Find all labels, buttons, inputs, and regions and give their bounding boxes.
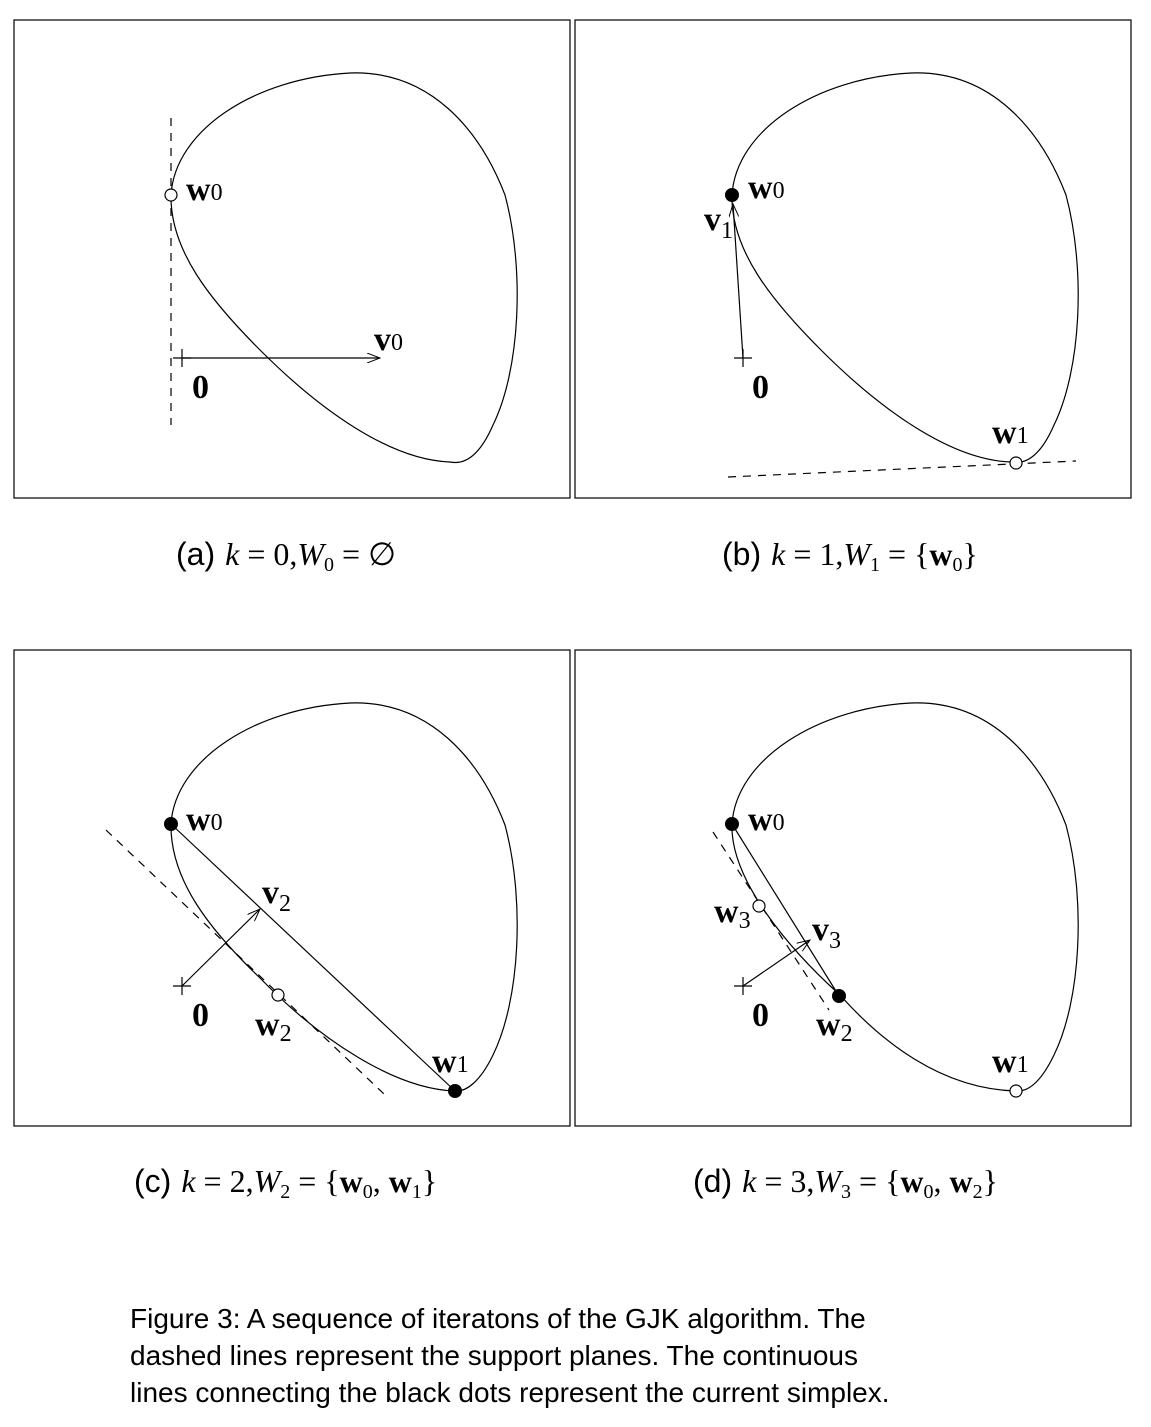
panel-b-origin-cross	[734, 349, 752, 367]
panel-d-point-w3	[752, 899, 766, 913]
panel-d-vector-v3	[742, 940, 810, 987]
panel-a-origin-cross	[173, 349, 191, 367]
panel-b-label-origin: 0	[752, 369, 769, 406]
panel-d-support-plane	[712, 831, 830, 1011]
panel-c-label-v2: v2	[262, 874, 291, 917]
panel-d-label-origin: 0	[752, 997, 769, 1034]
panel-a-label-origin: 0	[192, 369, 209, 406]
panel-a-caption: (a) k = 0,W0 = ∅	[176, 536, 396, 576]
panel-d-label-w2: w2	[816, 1006, 853, 1047]
panel-a: w0 v0 0	[13, 19, 571, 499]
gjk-figure: w0 v0 0 w0 v1 w1 0 w0 v2 w	[13, 19, 1132, 1203]
panel-b-support-plane	[727, 460, 1077, 478]
panel-c-label-w0: w0	[186, 801, 223, 838]
panel-c-support-plane	[105, 829, 385, 1095]
panel-c-vector-v2	[181, 909, 260, 987]
panel-b-convex-shape	[731, 72, 1079, 464]
figure-caption-line-3: lines connecting the black dots represen…	[130, 1377, 890, 1408]
panel-c: w0 v2 w2 w1 0	[13, 649, 571, 1127]
panel-b: w0 v1 w1 0	[574, 19, 1132, 499]
figure-caption-line-2: dashed lines represent the support plane…	[130, 1340, 858, 1371]
panel-c-label-w1: w1	[432, 1043, 469, 1080]
panel-c-label-origin: 0	[192, 997, 209, 1034]
figure-caption: Figure 3: A sequence of iteratons of the…	[130, 1300, 1030, 1411]
panel-a-label-v0: v0	[374, 321, 403, 358]
panel-d-frame	[574, 649, 1132, 1127]
panel-d-label-w1: w1	[992, 1043, 1029, 1080]
panel-c-point-w0	[164, 817, 178, 831]
panel-d-label-v3: v3	[812, 911, 841, 954]
panel-b-label-w1: w1	[992, 414, 1029, 451]
panel-c-point-w2	[271, 988, 285, 1002]
panel-d: w0 w3 v3 w2 w1 0	[574, 649, 1132, 1127]
panel-d-point-w1	[1009, 1084, 1023, 1098]
panel-d-label-w3: w3	[714, 893, 751, 934]
panel-b-label-w0: w0	[748, 169, 785, 206]
panel-d-caption: (d) k = 3,W3 = {w0, w2}	[693, 1163, 998, 1203]
panel-c-simplex-edge	[170, 823, 456, 1092]
panel-b-point-w0	[725, 188, 739, 202]
panel-b-frame	[574, 19, 1132, 499]
panel-c-caption: (c) k = 2,W2 = {w0, w1}	[134, 1163, 437, 1203]
panel-d-label-w0: w0	[748, 801, 785, 838]
panel-a-frame	[13, 19, 571, 499]
panel-a-convex-shape	[170, 72, 518, 464]
panel-c-convex-shape	[170, 702, 518, 1092]
panel-c-point-w1	[448, 1084, 462, 1098]
panel-c-origin-cross	[173, 977, 191, 995]
panel-b-label-v1: v1	[704, 201, 733, 244]
panel-d-point-w2	[832, 989, 846, 1003]
panel-d-convex-shape	[731, 702, 1079, 1092]
panel-a-point-w0	[164, 188, 178, 202]
panel-c-frame	[13, 649, 571, 1127]
figure-caption-line-1: Figure 3: A sequence of iteratons of the…	[130, 1303, 866, 1334]
panel-b-vector-v1	[733, 204, 744, 359]
panel-a-label-w0: w0	[186, 171, 223, 208]
panel-d-origin-cross	[734, 977, 752, 995]
panel-c-label-w2: w2	[255, 1006, 292, 1047]
panel-d-simplex-edge	[731, 823, 840, 997]
panel-b-point-w1	[1009, 456, 1023, 470]
panel-b-caption: (b) k = 1,W1 = {w0}	[722, 536, 978, 576]
panel-d-point-w0	[725, 817, 739, 831]
